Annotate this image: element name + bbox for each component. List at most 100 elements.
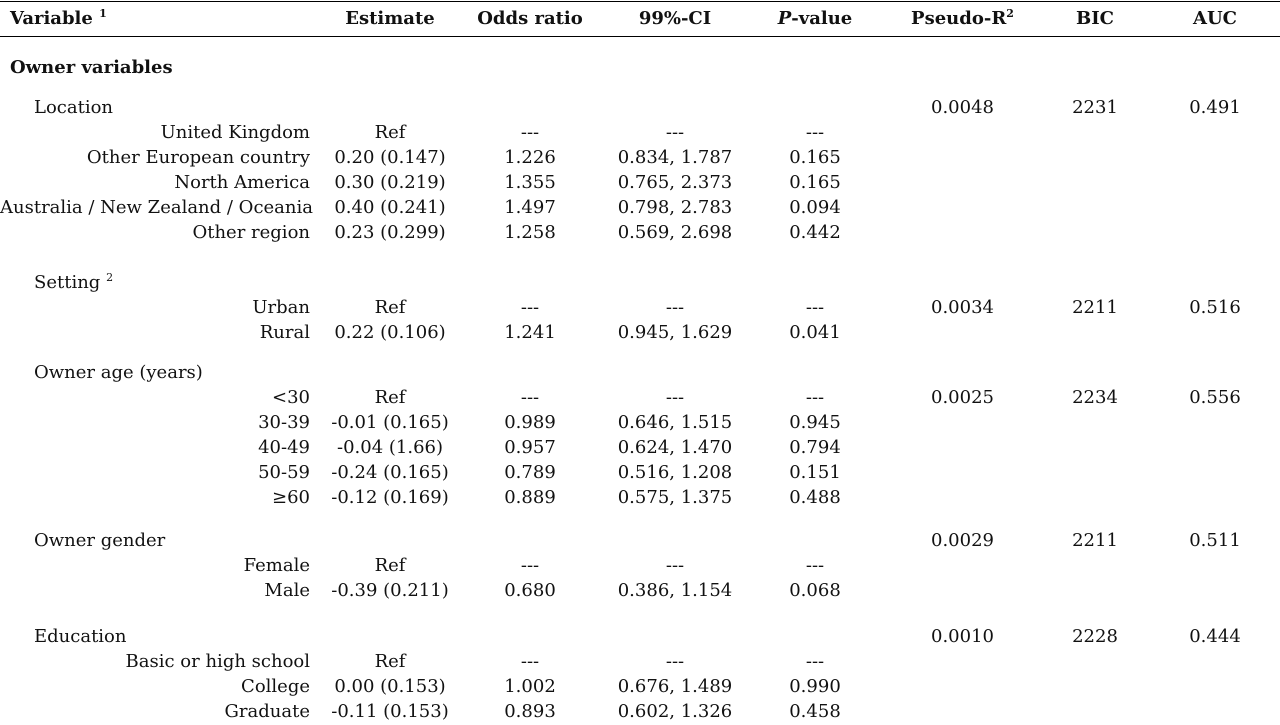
pseudo-r2-value: 0.0034 <box>931 297 994 318</box>
row-estimate: -0.39 (0.211) <box>331 580 449 601</box>
group-label-text: Location <box>34 97 114 118</box>
row-odds-ratio: 1.258 <box>504 222 556 243</box>
header-bic: BIC <box>1076 8 1114 29</box>
row-pvalue: 0.041 <box>789 322 841 343</box>
row-pvalue: 0.068 <box>789 580 841 601</box>
header-rule <box>0 36 1280 37</box>
row-ci: --- <box>665 555 685 576</box>
row-pvalue: 0.151 <box>789 462 841 483</box>
group-label-text: Owner gender <box>34 530 166 551</box>
row-odds-ratio: --- <box>520 297 540 318</box>
row-pvalue: --- <box>805 555 825 576</box>
row-ci: --- <box>665 387 685 408</box>
header-pseudo-r2: Pseudo-R2 <box>895 8 1030 30</box>
row-pvalue: 0.458 <box>789 701 841 722</box>
bic-value: 2211 <box>1072 297 1118 318</box>
row-level-label: College <box>241 676 310 697</box>
row-level-label: Other European country <box>86 147 310 168</box>
row-estimate: Ref <box>374 122 406 143</box>
row-odds-ratio: --- <box>520 555 540 576</box>
row-estimate: -0.12 (0.169) <box>331 487 449 508</box>
row-ci: 0.834, 1.787 <box>617 147 733 168</box>
row-estimate: -0.04 (1.66) <box>336 437 443 458</box>
header-pvalue-p: P <box>777 8 792 29</box>
row-ci: 0.569, 2.698 <box>617 222 733 243</box>
row-ci: --- <box>665 651 685 672</box>
row-ci: 0.646, 1.515 <box>617 412 733 433</box>
bic-value: 2234 <box>1072 387 1118 408</box>
row-odds-ratio: 1.355 <box>504 172 556 193</box>
row-estimate: 0.40 (0.241) <box>334 197 446 218</box>
row-ci: 0.798, 2.783 <box>617 197 733 218</box>
row-pvalue: --- <box>805 651 825 672</box>
row-estimate: -0.11 (0.153) <box>331 701 449 722</box>
row-level-label: ≥60 <box>272 487 310 508</box>
row-pvalue: 0.488 <box>789 487 841 508</box>
row-estimate: Ref <box>374 555 406 576</box>
group-label-sup: 2 <box>106 271 114 284</box>
group-label-text: Education <box>34 626 127 647</box>
bic-value: 2228 <box>1072 626 1118 647</box>
row-level-label: North America <box>174 172 310 193</box>
row-ci: 0.516, 1.208 <box>617 462 733 483</box>
row-level-label: Australia / New Zealand / Oceania <box>0 197 313 218</box>
header-variable-text: Variable <box>10 8 93 29</box>
row-pvalue: 0.165 <box>789 172 841 193</box>
row-level-label: Male <box>264 580 310 601</box>
row-odds-ratio: 0.957 <box>504 437 556 458</box>
group-label-text: Setting <box>34 272 101 293</box>
row-odds-ratio: 0.893 <box>504 701 556 722</box>
row-pvalue: 0.945 <box>789 412 841 433</box>
row-odds-ratio: 0.989 <box>504 412 556 433</box>
bic-value: 2211 <box>1072 530 1118 551</box>
row-pvalue: 0.094 <box>789 197 841 218</box>
auc-value: 0.511 <box>1189 530 1241 551</box>
row-ci: 0.624, 1.470 <box>617 437 733 458</box>
row-level-label: United Kingdom <box>160 122 310 143</box>
row-estimate: 0.20 (0.147) <box>334 147 446 168</box>
row-level-label: Graduate <box>224 701 310 722</box>
pseudo-r2-value: 0.0029 <box>931 530 994 551</box>
header-odds-ratio: Odds ratio <box>477 8 583 29</box>
row-level-label: 50-59 <box>258 462 310 483</box>
header-variable-sup: 1 <box>99 7 107 20</box>
header-pseudo-r-sup: 2 <box>1006 7 1014 20</box>
row-odds-ratio: 0.680 <box>504 580 556 601</box>
row-level-label: Female <box>243 555 310 576</box>
row-estimate: Ref <box>374 387 406 408</box>
row-estimate: 0.30 (0.219) <box>334 172 446 193</box>
row-odds-ratio: --- <box>520 387 540 408</box>
pseudo-r2-value: 0.0010 <box>931 626 994 647</box>
row-ci: --- <box>665 297 685 318</box>
row-estimate: 0.23 (0.299) <box>334 222 446 243</box>
auc-value: 0.556 <box>1189 387 1241 408</box>
row-estimate: 0.22 (0.106) <box>334 322 446 343</box>
auc-value: 0.516 <box>1189 297 1241 318</box>
row-ci: 0.676, 1.489 <box>617 676 733 697</box>
row-odds-ratio: 0.889 <box>504 487 556 508</box>
auc-value: 0.491 <box>1189 97 1241 118</box>
row-estimate: -0.24 (0.165) <box>331 462 449 483</box>
header-pvalue: P-value <box>750 8 880 30</box>
row-estimate: Ref <box>374 297 406 318</box>
group-label: Location <box>34 97 113 119</box>
row-odds-ratio: 1.497 <box>504 197 556 218</box>
group-label: Owner gender <box>34 530 165 552</box>
group-label: Owner age (years) <box>34 362 203 384</box>
pseudo-r2-value: 0.0048 <box>931 97 994 118</box>
row-odds-ratio: 1.241 <box>504 322 556 343</box>
header-estimate: Estimate <box>345 8 435 29</box>
row-odds-ratio: --- <box>520 651 540 672</box>
row-ci: 0.575, 1.375 <box>617 487 733 508</box>
row-level-label: <30 <box>272 387 310 408</box>
auc-value: 0.444 <box>1189 626 1241 647</box>
group-label-text: Owner age (years) <box>34 362 203 383</box>
bic-value: 2231 <box>1072 97 1118 118</box>
header-auc: AUC <box>1193 8 1237 29</box>
row-ci: --- <box>665 122 685 143</box>
row-ci: 0.945, 1.629 <box>617 322 733 343</box>
row-level-label: Rural <box>259 322 310 343</box>
row-pvalue: 0.165 <box>789 147 841 168</box>
top-rule <box>0 1 1280 2</box>
